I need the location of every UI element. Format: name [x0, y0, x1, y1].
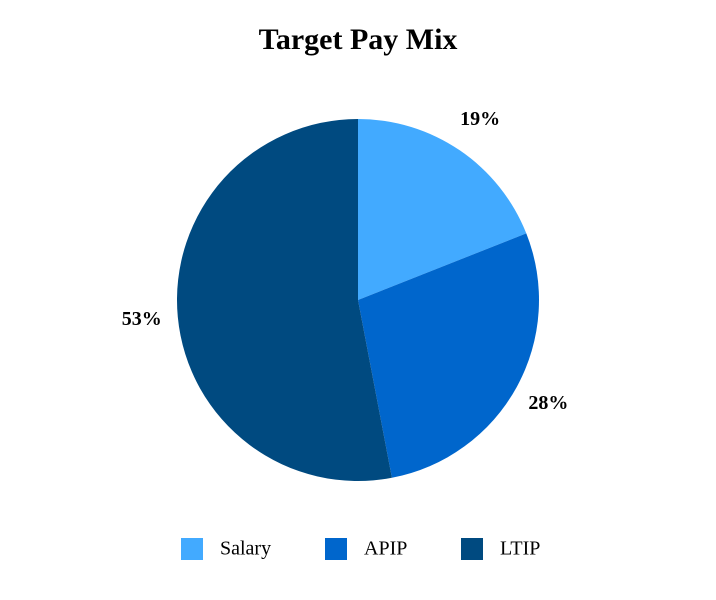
pie-slice [177, 119, 392, 481]
value-label: 28% [528, 392, 568, 414]
legend-label: APIP [364, 538, 407, 560]
pie-slice [358, 119, 527, 300]
legend-swatch [461, 538, 483, 560]
legend-label: Salary [220, 538, 271, 560]
value-label: 53% [122, 308, 162, 330]
chart-title: Target Pay Mix [259, 23, 458, 56]
legend-swatch [181, 538, 203, 560]
value-label: 19% [460, 108, 500, 130]
legend-swatch [325, 538, 347, 560]
pie-slice [358, 233, 539, 478]
legend-label: LTIP [500, 538, 540, 560]
